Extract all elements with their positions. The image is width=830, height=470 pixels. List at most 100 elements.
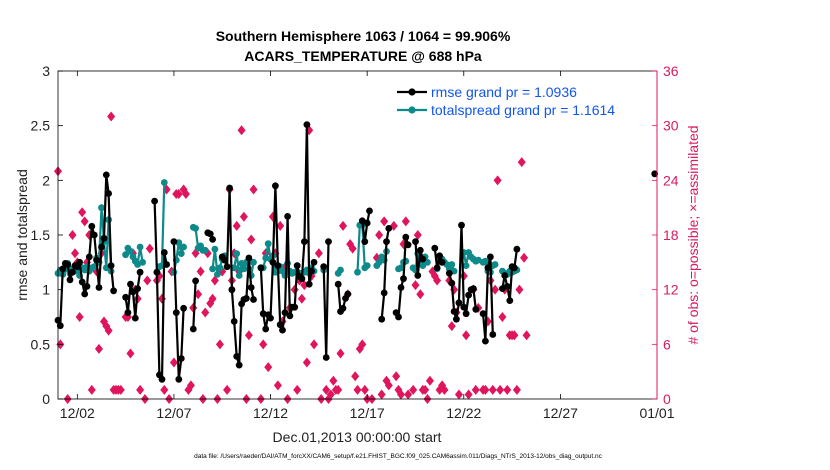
obs-possible-marker (411, 280, 420, 291)
obs-possible-marker (264, 362, 273, 373)
totalspread-point (491, 261, 499, 268)
rmse-point (223, 263, 231, 271)
obs-possible-marker (310, 339, 319, 350)
rmse-point (151, 197, 159, 205)
rmse-point (250, 296, 257, 303)
obs-possible-marker (244, 330, 253, 341)
rmse-point (163, 261, 171, 268)
obs-possible-marker (196, 266, 205, 277)
x-tick-label: 12/27 (543, 405, 578, 421)
rmse-point (90, 231, 98, 239)
y-tick-label: 2.5 (31, 118, 51, 134)
rmse-point (59, 265, 67, 273)
obs-possible-marker (107, 111, 116, 122)
rmse-point (363, 219, 371, 227)
obs-possible-marker (329, 375, 338, 386)
obs-possible-marker (169, 357, 178, 368)
obs-possible-marker (409, 384, 418, 395)
obs-possible-marker (488, 384, 497, 395)
rmse-point (366, 207, 373, 215)
rmse-point (395, 313, 402, 321)
axes: 12/02 12/07 12/12 12/17 12/22 12/27 01/0100.51… (31, 63, 679, 421)
rmse-point (303, 121, 311, 128)
obs-possible-marker (126, 348, 135, 359)
obs-possible-marker (232, 220, 241, 231)
y-tick-label: 2 (42, 172, 50, 188)
obs-possible-marker (503, 384, 512, 395)
obs-possible-marker (181, 189, 190, 199)
y-tick-label: 0.5 (31, 336, 51, 352)
totalspread-point (264, 240, 272, 248)
obs-possible-marker (375, 230, 384, 240)
rmse-point (122, 293, 129, 301)
obs-possible-marker (276, 220, 285, 231)
totalspread-point (354, 268, 361, 276)
rmse-point (385, 225, 393, 232)
rmse-point (460, 303, 468, 311)
rmse-point (436, 252, 443, 260)
totalspread-point (375, 258, 383, 266)
totalspread-point (136, 243, 144, 251)
obs-possible-marker (510, 330, 519, 341)
rmse-point (513, 245, 521, 253)
obs-possible-marker (396, 389, 405, 400)
rmse-point (489, 331, 497, 338)
obs-possible-marker (353, 384, 362, 395)
y-tick-label-right: 24 (663, 172, 679, 188)
rmse-point (262, 325, 270, 333)
obs-possible-marker (215, 339, 224, 350)
rmse-point (503, 283, 511, 290)
rmse-point (276, 321, 284, 329)
y-tick-label: 1 (42, 282, 50, 298)
chart-subtitle: ACARS_TEMPERATURE @ 688 hPa (244, 48, 482, 64)
totalspread-point (192, 225, 200, 232)
legend-spread-label: totalspread grand pr = 1.1614 (431, 102, 615, 118)
totalspread-point (98, 204, 105, 212)
totalspread-point (139, 258, 147, 266)
obs-possible-marker (471, 384, 480, 395)
rmse-point (170, 238, 178, 246)
obs-possible-marker (493, 175, 502, 186)
rmse-point (305, 280, 313, 288)
rmse-point (291, 303, 299, 311)
rmse-point (267, 314, 274, 322)
rmse-point (189, 325, 197, 333)
rmse-point (245, 254, 253, 262)
obs-possible-marker (273, 380, 282, 391)
data-file-footer: data file: /Users/raeder/DAI/ATM_forcXX/… (194, 453, 603, 460)
rmse-point (88, 222, 96, 230)
rmse-point (450, 308, 458, 315)
rmse-point (110, 287, 117, 295)
rmse-point (180, 304, 188, 312)
rmse-point (472, 305, 480, 313)
obs-possible-marker (75, 312, 84, 322)
obs-possible-marker (249, 184, 258, 195)
rmse-point (56, 322, 64, 330)
rmse-point (85, 253, 93, 261)
rmse-point (414, 272, 422, 279)
totalspread-point (122, 251, 129, 259)
obs-possible-marker (116, 384, 125, 395)
y-tick-label-right: 18 (663, 227, 679, 243)
obs-possible-marker (491, 284, 500, 295)
rmse-point (308, 267, 315, 275)
rmse-point (487, 253, 494, 261)
rmse-point (462, 310, 470, 318)
obs-possible-marker (336, 348, 345, 359)
rmse-point (127, 280, 134, 288)
obs-possible-marker (239, 211, 248, 222)
rmse-point (445, 269, 453, 277)
obs-possible-marker (413, 230, 422, 240)
obs-possible-marker (392, 371, 401, 382)
rmse-point (431, 244, 439, 252)
obs-possible-marker (326, 389, 335, 400)
totalspread-point (337, 266, 344, 274)
plot-marks (54, 111, 659, 404)
rmse-point (93, 256, 100, 264)
rmse-point (455, 299, 463, 307)
obs-possible-marker (297, 293, 306, 304)
x-tick-label: 12/07 (156, 405, 191, 421)
obs-possible-marker (302, 357, 311, 368)
rmse-point (482, 337, 489, 345)
